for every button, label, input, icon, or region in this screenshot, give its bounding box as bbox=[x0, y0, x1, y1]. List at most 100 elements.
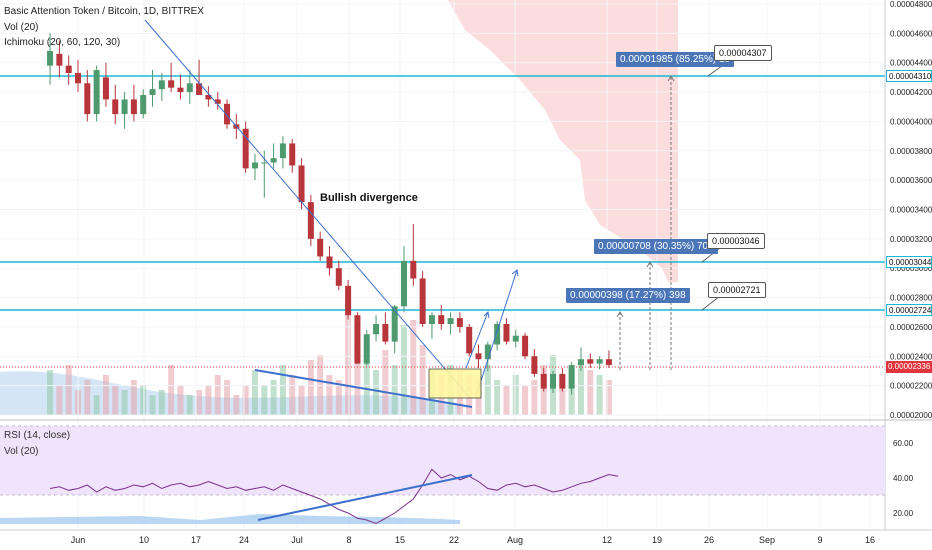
candle-body bbox=[84, 83, 91, 115]
candle-body bbox=[261, 162, 268, 164]
candle bbox=[559, 368, 566, 392]
candle-body bbox=[224, 103, 231, 125]
time-tick-label: Jul bbox=[291, 535, 303, 545]
candle-body bbox=[494, 323, 501, 345]
volume-bar bbox=[140, 385, 147, 415]
time-tick-label: 24 bbox=[239, 535, 249, 545]
measure-label-1[interactable]: 0.00001985 (85.25%) 19 bbox=[616, 52, 735, 67]
price-callout-3[interactable]: 0.00002721 bbox=[708, 282, 766, 298]
chart-title: Basic Attention Token / Bitcoin, 1D, BIT… bbox=[4, 6, 204, 17]
candle bbox=[205, 86, 212, 107]
candle bbox=[363, 329, 370, 366]
candle-body bbox=[363, 334, 370, 364]
level-tag-3: 0.00002724 bbox=[886, 304, 932, 316]
volume-bar bbox=[149, 395, 156, 415]
price-callout-2[interactable]: 0.00003046 bbox=[707, 233, 765, 249]
candle-body bbox=[503, 323, 510, 342]
candle bbox=[596, 356, 603, 370]
candle-body bbox=[410, 260, 417, 279]
price-tick-label: 0.00003000 bbox=[890, 264, 932, 273]
candle bbox=[186, 70, 193, 104]
candle bbox=[326, 246, 333, 276]
candle bbox=[112, 84, 119, 125]
time-tick-label: Aug bbox=[507, 535, 523, 545]
candle bbox=[475, 344, 482, 369]
candle bbox=[121, 92, 128, 129]
candle bbox=[335, 260, 342, 291]
candle bbox=[401, 246, 407, 313]
candle-body bbox=[93, 70, 100, 115]
candle-body bbox=[65, 65, 72, 73]
price-tick-label: 0.00002400 bbox=[890, 352, 932, 361]
time-tick-label: 22 bbox=[449, 535, 459, 545]
candle bbox=[56, 40, 63, 78]
volume-bar bbox=[261, 385, 268, 415]
support-trendline bbox=[254, 369, 473, 408]
volume-bar bbox=[121, 390, 128, 415]
rsi-tick-label: 20.00 bbox=[893, 509, 914, 518]
time-tick-label: 8 bbox=[346, 535, 351, 545]
candle-body bbox=[56, 53, 63, 66]
candle bbox=[382, 312, 389, 345]
volume-bar bbox=[65, 365, 72, 415]
volume-bar bbox=[326, 375, 333, 415]
candle-body bbox=[531, 356, 538, 374]
time-tick-label: 26 bbox=[704, 535, 714, 545]
candle bbox=[224, 99, 231, 129]
candle bbox=[540, 368, 547, 392]
candle-body bbox=[168, 80, 175, 88]
candle-body bbox=[447, 318, 454, 324]
candle-body bbox=[382, 323, 389, 342]
volume-bar bbox=[168, 365, 175, 415]
candle bbox=[317, 231, 324, 261]
candle bbox=[512, 329, 519, 348]
measure-label-3[interactable]: 0.00000398 (17.27%) 398 bbox=[566, 288, 690, 303]
candle bbox=[242, 121, 249, 173]
candle-body bbox=[456, 318, 463, 327]
candle-body bbox=[205, 95, 212, 100]
candle-body bbox=[317, 238, 324, 257]
price-tick-label: 0.00004800 bbox=[890, 0, 932, 9]
time-tick-label: 9 bbox=[817, 535, 822, 545]
candle-body bbox=[438, 315, 445, 324]
candle bbox=[447, 312, 454, 335]
highlight-box bbox=[428, 368, 482, 399]
candle-body bbox=[550, 373, 557, 389]
candle-body bbox=[121, 99, 128, 115]
candle bbox=[307, 194, 314, 247]
price-callout-1[interactable]: 0.00004307 bbox=[714, 45, 772, 61]
volume-bar bbox=[224, 380, 231, 415]
candle bbox=[531, 348, 538, 377]
candle bbox=[140, 89, 147, 119]
candle-body bbox=[419, 278, 426, 324]
candle bbox=[428, 312, 435, 339]
candle-body bbox=[326, 256, 333, 269]
candle bbox=[65, 55, 72, 85]
candle bbox=[550, 370, 557, 393]
volume-bar bbox=[251, 370, 258, 415]
volume-bar bbox=[102, 375, 109, 415]
volume-bar bbox=[93, 395, 100, 415]
measure-arrowhead bbox=[616, 311, 624, 318]
candle bbox=[168, 62, 175, 93]
rsi-legend: RSI (14, close) bbox=[4, 430, 71, 441]
volume-bar bbox=[196, 390, 203, 415]
projection-arrow bbox=[465, 311, 489, 369]
candle-body bbox=[373, 323, 380, 335]
price-tick-label: 0.00002600 bbox=[890, 323, 932, 332]
volume-bar bbox=[307, 360, 314, 415]
candle bbox=[605, 350, 612, 369]
candle bbox=[84, 70, 91, 122]
volume-bar bbox=[587, 370, 594, 415]
candle-body bbox=[540, 373, 547, 389]
time-tick-label: 12 bbox=[602, 535, 612, 545]
volume-bar bbox=[279, 365, 286, 415]
candle bbox=[345, 279, 352, 320]
candle-body bbox=[475, 353, 482, 360]
candle-body bbox=[47, 50, 54, 66]
projection-arrowhead bbox=[511, 269, 519, 277]
volume-bar bbox=[605, 380, 612, 415]
measure-label-2[interactable]: 0.00000708 (30.35%) 708 bbox=[594, 239, 718, 254]
projection-arrowhead bbox=[483, 310, 490, 319]
